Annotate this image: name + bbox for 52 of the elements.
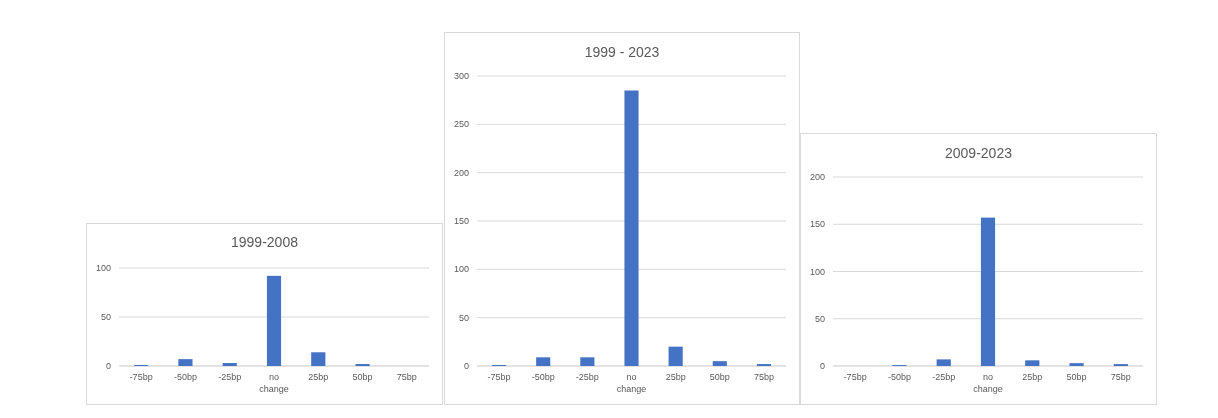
x-tick-label: 50bp (352, 372, 373, 382)
y-tick-label: 50 (458, 312, 469, 323)
y-tick-label: 50 (100, 312, 111, 323)
x-tick-label: no change (259, 372, 289, 394)
x-tick-label: -75bp (487, 372, 511, 382)
y-tick-label: 250 (453, 119, 469, 130)
bar (311, 352, 326, 366)
bar (580, 357, 595, 366)
bar (980, 217, 996, 366)
x-tick-label: 50bp (709, 372, 730, 382)
bar (624, 90, 639, 366)
x-tick-label: -25bp (218, 372, 242, 382)
chart-title: 1999-2008 (231, 234, 299, 250)
bar (222, 363, 237, 366)
y-tick-label: 0 (463, 361, 469, 372)
x-tick-label: 25bp (1022, 372, 1043, 382)
x-tick-label: -75bp (129, 372, 153, 382)
bar (266, 275, 282, 366)
y-tick-label: 200 (453, 167, 469, 178)
y-tick-label: 100 (453, 264, 469, 275)
y-tick-label: 100 (95, 263, 111, 274)
x-tick-label: 75bp (1110, 372, 1131, 382)
bar (936, 359, 951, 366)
y-tick-label: 0 (819, 361, 825, 372)
x-tick-label: -50bp (887, 372, 911, 382)
x-tick-label: no change (973, 372, 1003, 394)
x-tick-label: -50bp (173, 372, 197, 382)
y-tick-label: 0 (105, 361, 111, 372)
bar (1025, 360, 1040, 366)
x-tick-label: 75bp (753, 372, 774, 382)
y-tick-label: 300 (453, 71, 469, 82)
chart-title: 2009-2023 (945, 145, 1013, 161)
x-tick-label: -75bp (843, 372, 867, 382)
y-tick-label: 200 (809, 172, 825, 183)
x-tick-label: 75bp (396, 372, 417, 382)
bar (1069, 363, 1084, 366)
x-tick-label: -50bp (531, 372, 555, 382)
bar (536, 357, 551, 366)
chart-title: 1999 - 2023 (584, 44, 660, 60)
bar (712, 361, 727, 366)
y-tick-label: 100 (809, 266, 825, 277)
bar (668, 346, 683, 366)
y-tick-label: 150 (453, 216, 469, 227)
x-tick-label: no change (616, 372, 647, 394)
x-tick-label: 25bp (308, 372, 329, 382)
x-tick-label: 50bp (1066, 372, 1087, 382)
x-tick-label: 25bp (665, 372, 686, 382)
y-tick-label: 50 (814, 313, 825, 324)
x-tick-label: -25bp (932, 372, 956, 382)
x-tick-label: -25bp (575, 372, 599, 382)
bar (178, 359, 193, 366)
y-tick-label: 150 (809, 219, 825, 230)
